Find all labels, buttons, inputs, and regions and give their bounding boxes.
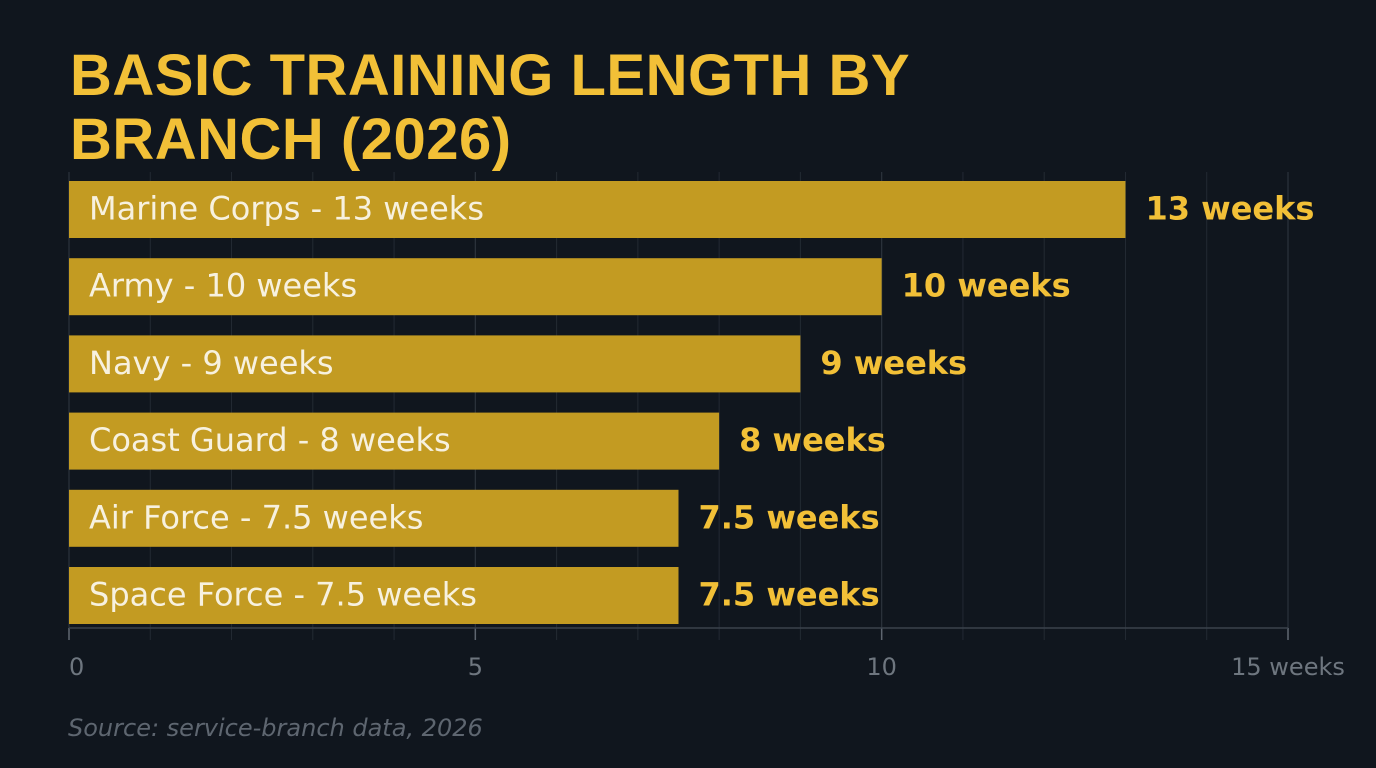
value-label: 13 weeks xyxy=(1145,190,1314,228)
bar xyxy=(69,567,679,624)
value-label: 9 weeks xyxy=(820,344,967,382)
chart-title: BASIC TRAINING LENGTH BY BRANCH (2026) xyxy=(70,43,910,172)
bar xyxy=(69,412,720,470)
value-label: 8 weeks xyxy=(739,421,886,459)
bar-category-label: Marine Corps - 13 weeks xyxy=(89,190,484,228)
bar xyxy=(69,335,801,393)
bar xyxy=(69,489,679,547)
value-label: 7.5 weeks xyxy=(699,498,880,536)
bar xyxy=(69,258,882,316)
bar xyxy=(69,181,1126,238)
x-tick-label: 10 xyxy=(866,653,897,681)
x-tick-label: 0 xyxy=(69,653,84,681)
bar-category-label: Coast Guard - 8 weeks xyxy=(89,421,451,459)
value-label: 7.5 weeks xyxy=(699,576,880,614)
x-tick-label: 5 xyxy=(468,653,483,681)
bar-category-label: Navy - 9 weeks xyxy=(89,344,334,382)
bar-category-label: Army - 10 weeks xyxy=(89,267,357,305)
bar-category-label: Space Force - 7.5 weeks xyxy=(89,576,477,614)
source-note: Source: service-branch data, 2026 xyxy=(68,714,483,742)
value-label: 10 weeks xyxy=(902,267,1071,305)
x-tick-label: 15 weeks xyxy=(1231,653,1345,681)
bar-category-label: Air Force - 7.5 weeks xyxy=(89,498,423,536)
